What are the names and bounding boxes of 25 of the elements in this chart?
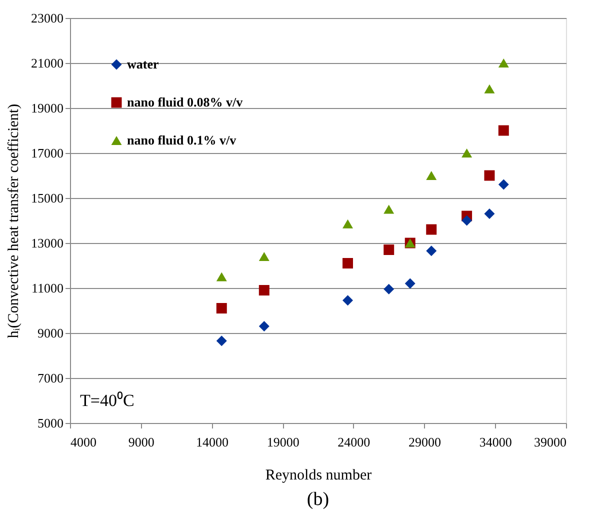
y-tick-label: 11000 bbox=[31, 280, 64, 296]
y-tick-label: 17000 bbox=[31, 146, 64, 160]
x-tick-label: 14000 bbox=[196, 434, 228, 450]
x-tick-label: 9000 bbox=[128, 434, 154, 450]
x-tick-label: 34000 bbox=[479, 434, 512, 450]
x-tick-label: 29000 bbox=[408, 434, 442, 450]
legend-label: nano fluid 0.1% v/v bbox=[127, 132, 237, 148]
x-axis-title: Reynolds number bbox=[265, 468, 372, 484]
x-tick-label: 4000 bbox=[70, 434, 96, 450]
y-tick-label: 15000 bbox=[31, 190, 64, 206]
y-tick-label: 19000 bbox=[31, 100, 64, 116]
y-tick-label: 5000 bbox=[38, 416, 64, 430]
y-tick-label: 7000 bbox=[38, 370, 64, 386]
y-tick-label: 13000 bbox=[31, 236, 64, 250]
x-tick-label: 24000 bbox=[338, 434, 370, 450]
legend-label: water bbox=[127, 56, 159, 72]
x-tick-label: 19000 bbox=[266, 434, 300, 450]
legend-label: nano fluid 0.08% v/v bbox=[127, 94, 244, 110]
annotation: T=40⁰C bbox=[80, 391, 134, 410]
y-axis-title: hᵢ(Convective heat transfer coefficient) bbox=[6, 104, 22, 338]
y-tick-label: 21000 bbox=[31, 56, 64, 70]
y-tick-label: 9000 bbox=[38, 326, 64, 340]
y-tick-label: 23000 bbox=[31, 10, 64, 26]
text: (b) bbox=[306, 489, 330, 510]
x-tick-label: 39000 bbox=[534, 434, 566, 450]
